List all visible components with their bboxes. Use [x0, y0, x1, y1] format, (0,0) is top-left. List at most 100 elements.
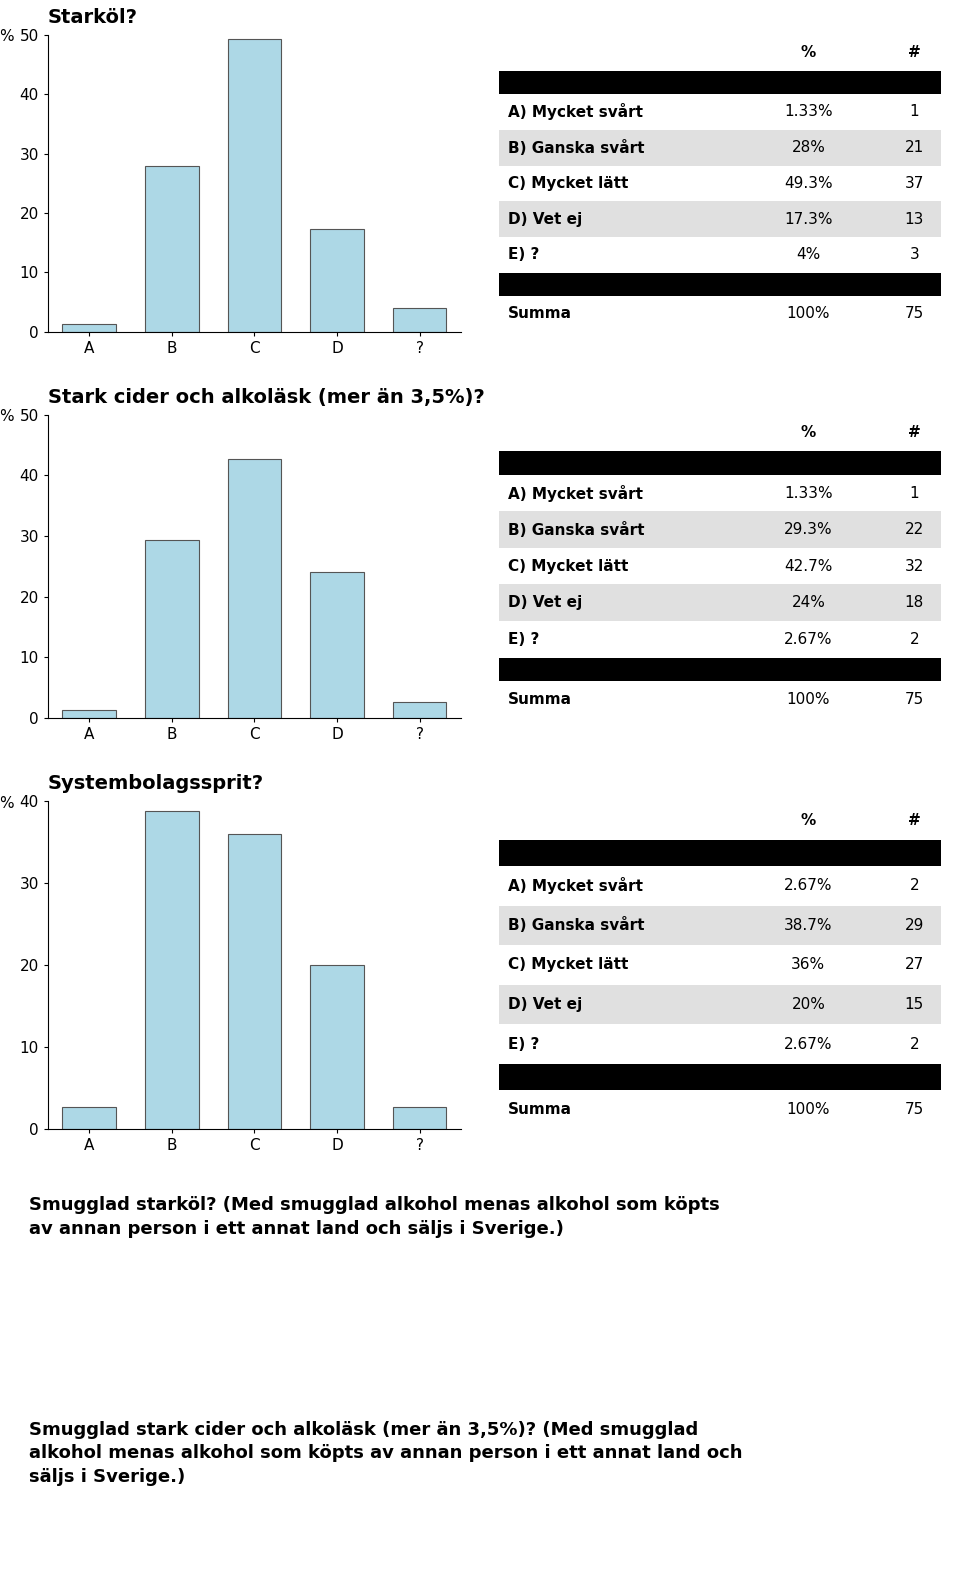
Text: %: % — [801, 46, 816, 61]
Text: 21: 21 — [904, 140, 924, 155]
Text: 2.67%: 2.67% — [784, 632, 832, 646]
Text: 29.3%: 29.3% — [784, 522, 832, 538]
Text: 1.33%: 1.33% — [784, 486, 832, 501]
Text: Summa: Summa — [508, 692, 572, 707]
Text: Smugglad starköl? (Med smugglad alkohol menas alkohol som köpts
av annan person : Smugglad starköl? (Med smugglad alkohol … — [29, 1196, 720, 1238]
Text: 1: 1 — [909, 104, 919, 120]
Text: 1.33%: 1.33% — [784, 104, 832, 120]
Text: 27: 27 — [904, 957, 924, 973]
Text: 2.67%: 2.67% — [784, 879, 832, 893]
Text: 20%: 20% — [791, 997, 826, 1013]
Bar — [499, 70, 941, 94]
Text: 1: 1 — [909, 486, 919, 501]
Bar — [393, 702, 446, 718]
Text: Systembolagssprit?: Systembolagssprit? — [48, 774, 264, 793]
Text: 28%: 28% — [791, 140, 826, 155]
Bar — [499, 129, 941, 166]
Text: Summa: Summa — [508, 306, 572, 321]
Bar — [499, 1064, 941, 1089]
Text: 32: 32 — [904, 558, 924, 574]
Text: Smugglad stark cider och alkoläsk (mer än 3,5%)? (Med smugglad
alkohol menas alk: Smugglad stark cider och alkoläsk (mer ä… — [29, 1421, 742, 1487]
Text: 2.67%: 2.67% — [784, 1037, 832, 1051]
Text: 2: 2 — [909, 632, 919, 646]
Text: B) Ganska svårt: B) Ganska svårt — [508, 917, 644, 933]
Text: Summa: Summa — [508, 1102, 572, 1116]
Text: 4%: 4% — [796, 247, 821, 263]
Bar — [62, 710, 116, 718]
Text: #: # — [908, 46, 921, 61]
Bar — [499, 549, 941, 584]
Text: D) Vet ej: D) Vet ej — [508, 997, 583, 1013]
Text: D) Vet ej: D) Vet ej — [508, 595, 583, 611]
Text: E) ?: E) ? — [508, 1037, 540, 1051]
Bar — [499, 906, 941, 946]
Text: 3: 3 — [909, 247, 919, 263]
Text: 42.7%: 42.7% — [784, 558, 832, 574]
Bar — [499, 841, 941, 866]
Text: 17.3%: 17.3% — [784, 212, 832, 226]
Bar — [499, 584, 941, 620]
Bar — [62, 1107, 116, 1129]
Text: 75: 75 — [904, 1102, 924, 1116]
Text: B) Ganska svårt: B) Ganska svårt — [508, 140, 644, 156]
Bar — [310, 965, 364, 1129]
Bar — [499, 620, 941, 657]
Bar — [499, 866, 941, 906]
Text: C) Mycket lätt: C) Mycket lätt — [508, 957, 629, 973]
Text: 100%: 100% — [786, 306, 830, 321]
Bar — [145, 812, 199, 1129]
Bar — [499, 201, 941, 238]
Text: A) Mycket svårt: A) Mycket svårt — [508, 104, 643, 121]
Text: 24%: 24% — [791, 595, 826, 611]
Text: A) Mycket svårt: A) Mycket svårt — [508, 877, 643, 895]
Text: Starköl?: Starköl? — [48, 8, 138, 27]
Text: 15: 15 — [904, 997, 924, 1013]
Bar — [310, 230, 364, 332]
Text: B) Ganska svårt: B) Ganska svårt — [508, 522, 644, 538]
Text: #: # — [908, 426, 921, 440]
Bar — [499, 512, 941, 549]
Text: E) ?: E) ? — [508, 247, 540, 263]
Bar — [499, 657, 941, 681]
Text: 13: 13 — [904, 212, 924, 226]
Text: Stark cider och alkoläsk (mer än 3,5%)?: Stark cider och alkoläsk (mer än 3,5%)? — [48, 388, 485, 407]
Text: 36%: 36% — [791, 957, 826, 973]
Text: 22: 22 — [904, 522, 924, 538]
Bar — [310, 573, 364, 718]
Text: D) Vet ej: D) Vet ej — [508, 212, 583, 226]
Bar — [228, 40, 281, 332]
Text: 49.3%: 49.3% — [784, 175, 832, 191]
Text: 18: 18 — [904, 595, 924, 611]
Bar — [499, 1024, 941, 1064]
Text: 2: 2 — [909, 1037, 919, 1051]
Text: C) Mycket lätt: C) Mycket lätt — [508, 558, 629, 574]
Text: C) Mycket lätt: C) Mycket lätt — [508, 175, 629, 191]
Text: 38.7%: 38.7% — [784, 917, 832, 933]
Bar — [228, 834, 281, 1129]
Bar — [228, 459, 281, 718]
Bar — [499, 475, 941, 512]
Bar — [499, 166, 941, 201]
Bar — [393, 1107, 446, 1129]
Text: 29: 29 — [904, 917, 924, 933]
Bar — [499, 94, 941, 129]
Text: A) Mycket svårt: A) Mycket svårt — [508, 485, 643, 502]
Text: %: % — [801, 813, 816, 828]
Text: 100%: 100% — [786, 692, 830, 707]
Bar — [393, 308, 446, 332]
Bar — [499, 451, 941, 475]
Text: 75: 75 — [904, 306, 924, 321]
Y-axis label: %: % — [0, 796, 14, 810]
Text: #: # — [908, 813, 921, 828]
Bar — [499, 273, 941, 297]
Text: 75: 75 — [904, 692, 924, 707]
Bar — [499, 984, 941, 1024]
Y-axis label: %: % — [0, 29, 14, 45]
Bar — [499, 238, 941, 273]
Text: 2: 2 — [909, 879, 919, 893]
Bar — [499, 946, 941, 984]
Text: 37: 37 — [904, 175, 924, 191]
Bar — [145, 166, 199, 332]
Text: E) ?: E) ? — [508, 632, 540, 646]
Y-axis label: %: % — [0, 408, 14, 424]
